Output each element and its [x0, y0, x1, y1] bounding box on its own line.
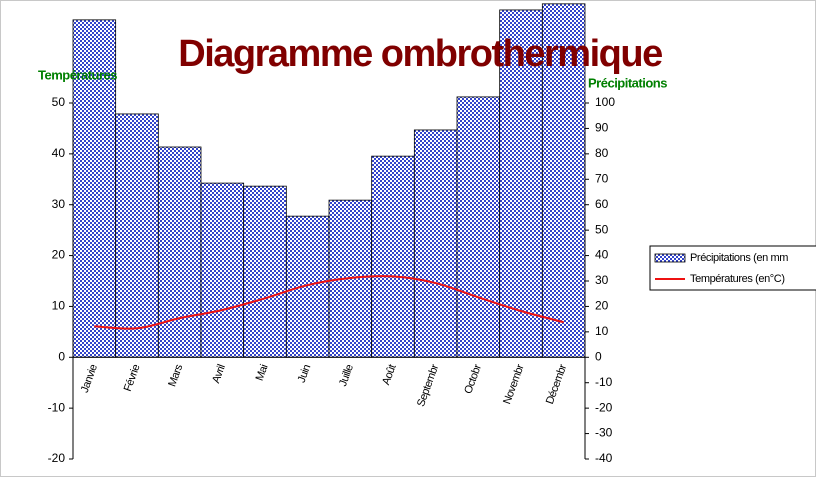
y-tick-label: 40 [52, 146, 66, 160]
bar [243, 185, 287, 358]
y2-tick-label: -20 [595, 400, 613, 414]
temperature-line [94, 275, 564, 330]
y2-tick-label: -10 [595, 375, 613, 389]
bar [371, 155, 415, 358]
y2-tick-label: 60 [595, 197, 609, 211]
y2-tick-label: -30 [595, 426, 613, 440]
y-tick-label: 50 [52, 95, 66, 109]
y-tick-label: -20 [48, 451, 66, 465]
bar [72, 19, 117, 358]
bar [413, 129, 458, 358]
legend-label: Températures (en°C) [690, 273, 785, 285]
chart-title: Diagramme ombrothermique [178, 33, 662, 75]
bar [456, 96, 501, 358]
y2-tick-label: 90 [595, 121, 609, 135]
legend-swatch [654, 253, 686, 263]
y2-tick-label: 20 [595, 299, 609, 313]
y2-tick-label: 80 [595, 146, 609, 160]
y2-tick-label: 10 [595, 324, 609, 338]
y2-axis-title: Précipitations [588, 75, 667, 90]
y2-tick-label: 30 [595, 273, 609, 287]
legend-label: Précipitations (en mm [690, 252, 788, 264]
legend-box [649, 245, 816, 291]
y2-tick-label: -40 [595, 451, 613, 465]
y-tick-label: 0 [58, 349, 65, 363]
y2-tick-label: 70 [595, 171, 609, 185]
x-tick-label: Juin [296, 363, 314, 385]
bar [499, 9, 543, 358]
y-tick-label: -10 [48, 400, 66, 414]
y2-tick-label: 40 [595, 248, 609, 262]
bar [157, 146, 202, 358]
y-axis-title: Températures [38, 67, 117, 82]
y-tick-label: 30 [52, 197, 66, 211]
y-tick-label: 20 [52, 248, 66, 262]
bar [200, 182, 245, 358]
y-tick-label: 10 [52, 299, 66, 313]
bar [285, 215, 330, 358]
y2-tick-label: 100 [595, 95, 615, 109]
bar [115, 113, 159, 358]
y2-tick-label: 0 [595, 349, 602, 363]
x-tick-label: Mai [254, 363, 271, 382]
y2-tick-label: 50 [595, 222, 609, 236]
bar [541, 3, 586, 358]
